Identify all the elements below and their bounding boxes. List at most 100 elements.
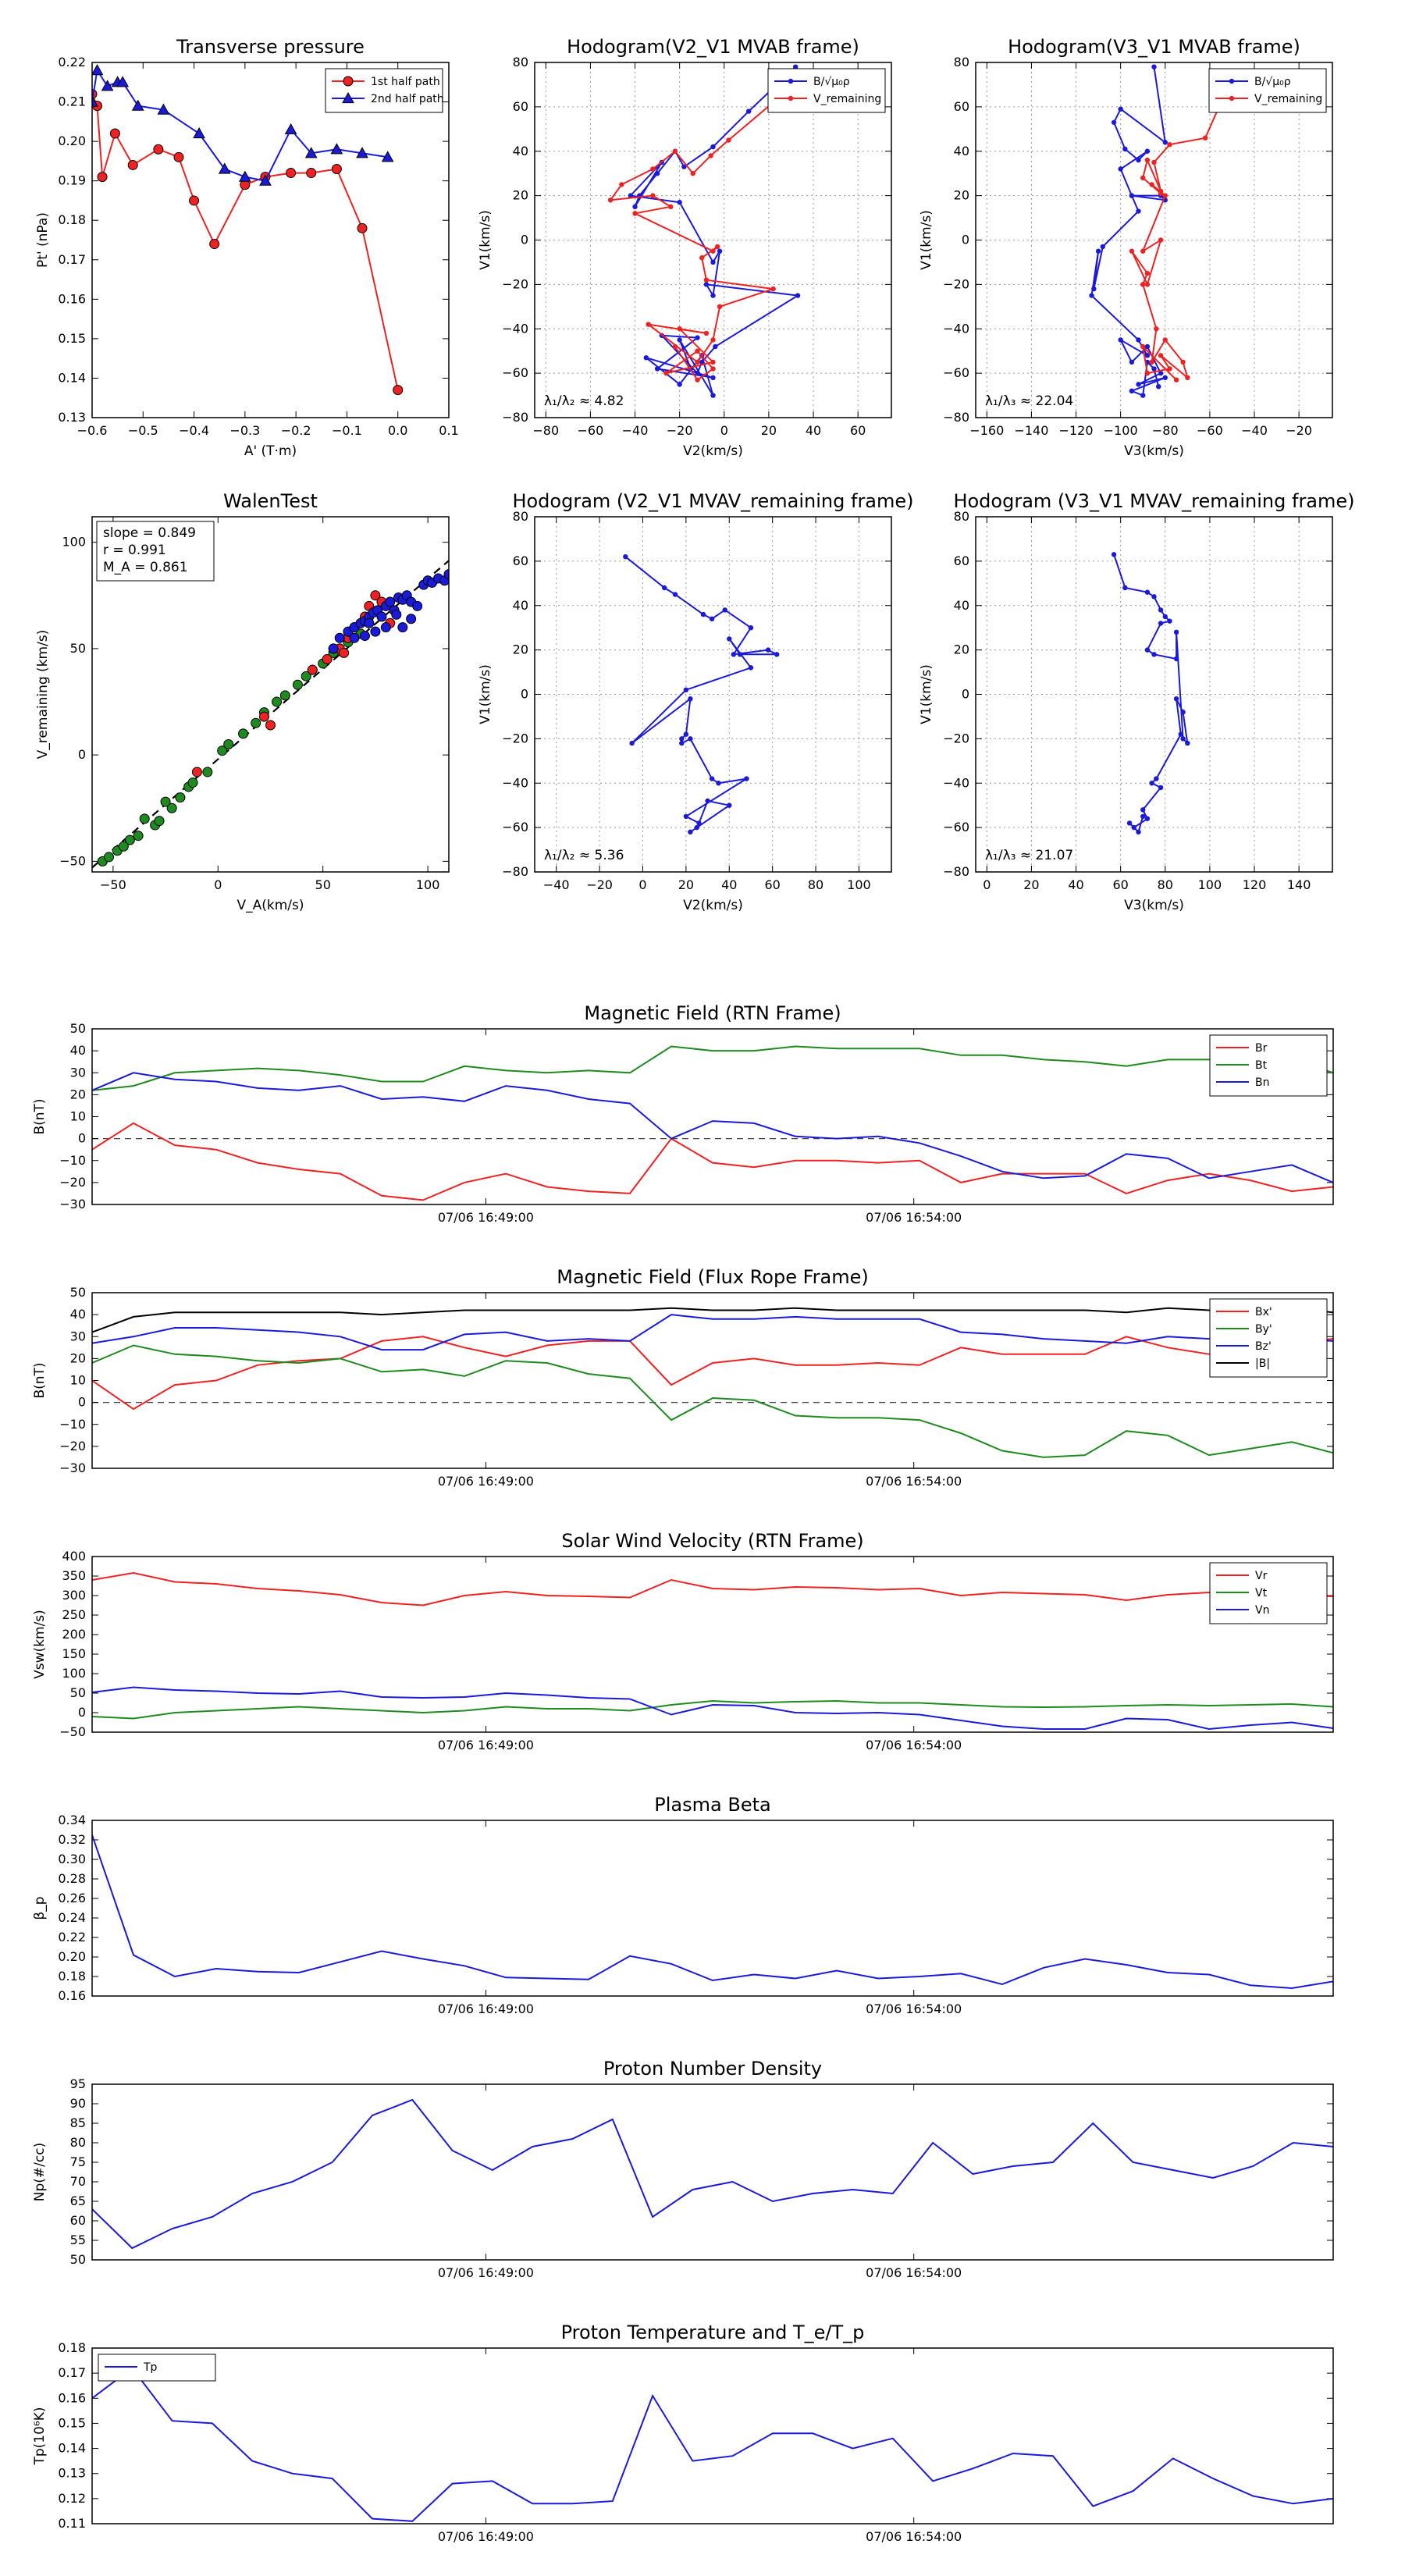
legend-label-br: Br <box>1255 1042 1268 1055</box>
y-tick-label: 0 <box>521 687 528 702</box>
data-point <box>688 696 693 702</box>
data-point <box>1122 146 1128 152</box>
series-2nd-half-path <box>92 64 394 186</box>
data-point <box>97 172 108 183</box>
x-tick-label: 0 <box>720 423 728 438</box>
chart-mag_rtn: Magnetic Field (RTN Frame)07/06 16:49:00… <box>32 1002 1334 1225</box>
legend-box <box>767 68 886 113</box>
data-point <box>715 244 720 250</box>
data-point <box>737 652 743 657</box>
data-point <box>339 647 350 658</box>
x-tick-label: 07/06 16:54:00 <box>866 2001 962 2016</box>
plot-frame <box>91 516 450 873</box>
data-point <box>1178 731 1183 737</box>
series-line <box>1130 101 1222 381</box>
chart-hodo_v2_mvav: Hodogram (V2_V1 MVAV_remaining frame)−40… <box>478 490 914 913</box>
annotation-line: r = 0.991 <box>103 543 166 558</box>
data-point <box>286 168 297 179</box>
y-tick-label: 20 <box>954 642 969 657</box>
y-tick-label: 70 <box>70 2174 86 2189</box>
data-point <box>1111 119 1117 125</box>
data-point <box>292 679 303 690</box>
legend: Bx' By' Bz' |B| <box>1209 1298 1328 1378</box>
chart-title: Magnetic Field (Flux Rope Frame) <box>557 1266 868 1288</box>
data-point <box>731 652 737 657</box>
data-point <box>1140 807 1146 813</box>
data-point <box>259 174 272 186</box>
legend-marker <box>1229 95 1235 101</box>
x-tick-label: 0 <box>983 877 991 892</box>
chart-title: Hodogram (V3_V1 MVAV_remaining frame) <box>953 490 1354 512</box>
data-point <box>1144 370 1151 376</box>
data-point <box>770 286 776 292</box>
data-point <box>1136 337 1141 343</box>
grid <box>976 516 1332 873</box>
y-tick-label: −80 <box>502 410 528 425</box>
data-point <box>380 622 391 633</box>
data-point <box>748 624 754 631</box>
ticks: 07/06 16:49:00 07/06 16:54:00 −30 −20 −10 0 10… <box>59 1285 1333 1489</box>
y-tick-label: 0.20 <box>58 1949 86 1964</box>
series-line <box>92 1122 1333 1201</box>
data-point <box>133 831 144 841</box>
y-tick-label: 75 <box>70 2154 86 2169</box>
y-tick-label: 20 <box>513 642 528 657</box>
y-tick-label: 0 <box>962 233 969 247</box>
x-tick-label: 0 <box>638 877 646 892</box>
series-v-remaining <box>1129 99 1224 382</box>
grid <box>976 62 1332 418</box>
series-line <box>92 1686 1333 1731</box>
data-point <box>710 337 716 343</box>
data-point <box>154 816 165 827</box>
y-tick-label: 0.26 <box>58 1891 86 1905</box>
x-tick-label: 50 <box>315 877 331 892</box>
data-point <box>1140 343 1146 350</box>
x-tick-label: −40 <box>622 423 649 438</box>
y-tick-label: 50 <box>70 2252 86 2267</box>
x-tick-label: −0.3 <box>229 423 260 438</box>
data-point <box>1144 157 1151 163</box>
y-axis-label: B(nT) <box>32 1362 48 1398</box>
data-point <box>708 153 713 158</box>
series-line <box>92 1699 1333 1720</box>
y-tick-label: 250 <box>62 1607 86 1622</box>
ticks: 0 20 40 60 80 100 120 140 −80 −60 −40 −20 0 20 40 60 80 <box>943 509 1332 892</box>
data-point <box>131 99 144 111</box>
x-tick-label: −100 <box>1104 423 1138 438</box>
data-point <box>663 370 669 376</box>
data-point <box>1136 208 1141 214</box>
data-point <box>1118 337 1123 343</box>
series-line <box>92 1072 1333 1183</box>
series-blue <box>328 569 449 654</box>
data-point <box>765 647 771 653</box>
legend: B/√μ₀ρ V_remaining <box>1208 68 1327 113</box>
series-line <box>92 1336 1333 1411</box>
data-point <box>116 76 130 87</box>
data-point <box>632 211 638 216</box>
y-tick-label: −20 <box>59 1439 86 1453</box>
plot-frame <box>975 516 1333 873</box>
data-point <box>710 293 716 298</box>
data-point <box>1118 166 1123 172</box>
data-point <box>683 687 689 693</box>
y-tick-label: 30 <box>70 1065 86 1080</box>
y-tick-label: −40 <box>502 775 528 790</box>
data-point <box>272 696 283 707</box>
data-point <box>173 151 184 162</box>
data-point <box>710 366 716 372</box>
y-tick-label: 80 <box>513 509 528 524</box>
y-tick-label: 50 <box>70 1021 86 1036</box>
chart-hodo_v3_mvab: Hodogram(V3_V1 MVAB frame)−160 −140 −120 −1… <box>919 36 1333 459</box>
y-tick-label: −20 <box>502 731 528 745</box>
y-tick-label: 0 <box>78 747 86 762</box>
x-tick-label: 07/06 16:49:00 <box>438 2529 534 2544</box>
data-point <box>1151 366 1157 372</box>
data-point <box>629 740 635 746</box>
data-point <box>1140 175 1146 181</box>
data-point <box>1144 647 1151 653</box>
y-tick-label: 20 <box>513 188 528 203</box>
x-tick-label: 60 <box>764 877 780 892</box>
data-point <box>1136 157 1141 163</box>
data-point <box>109 128 120 139</box>
data-point <box>175 792 186 803</box>
